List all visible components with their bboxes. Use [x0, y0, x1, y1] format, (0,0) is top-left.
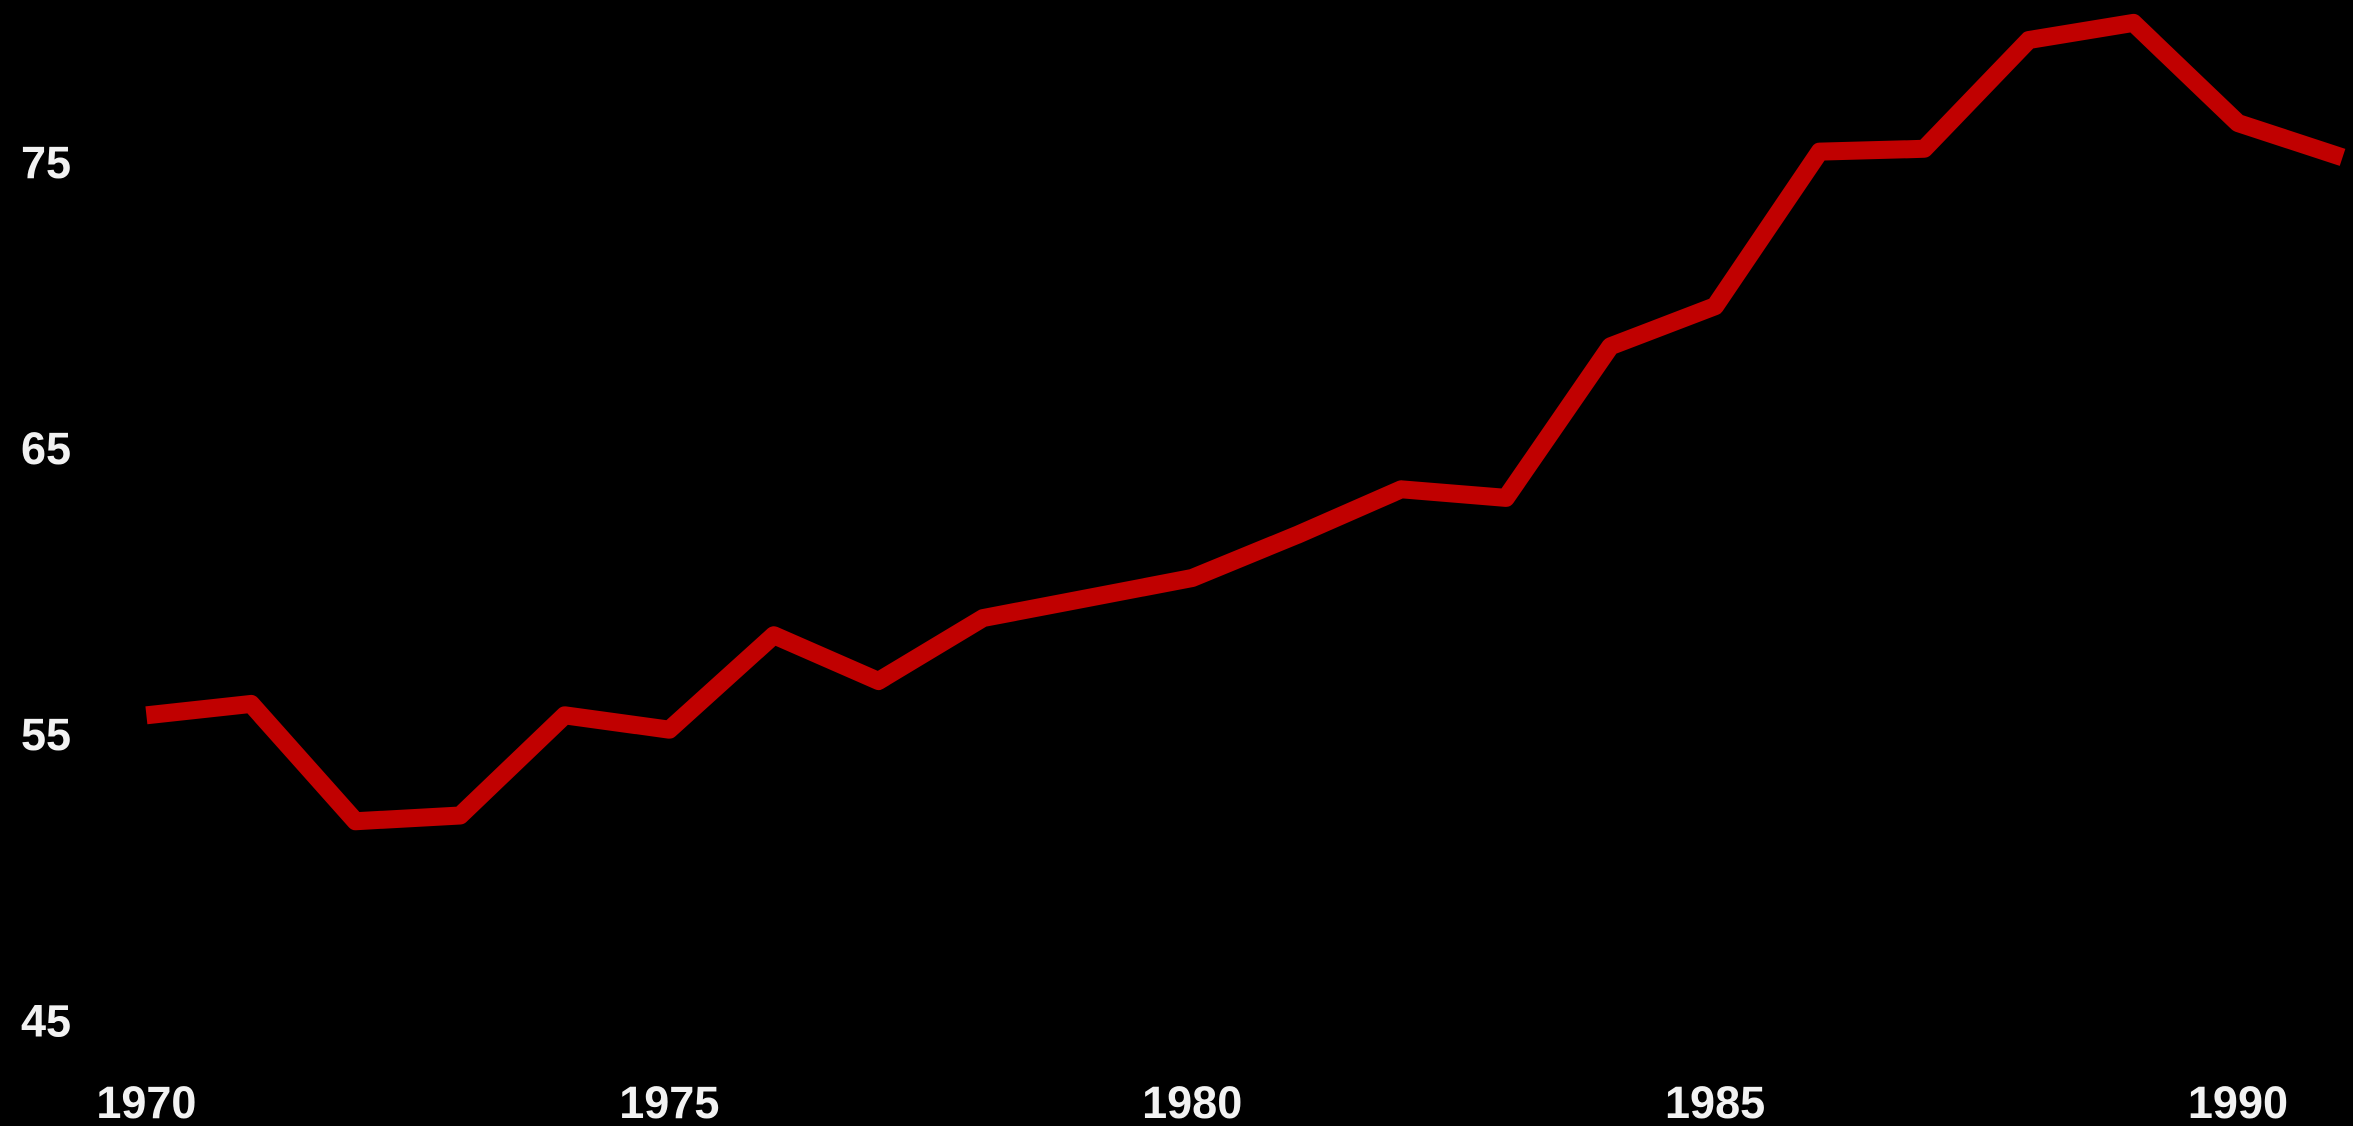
y-tick-label: 45: [21, 995, 71, 1046]
x-tick-label: 1985: [1665, 1077, 1765, 1126]
y-tick-label: 75: [21, 137, 71, 188]
line-series: [145, 13, 2346, 831]
x-tick-label: 1975: [619, 1077, 719, 1126]
x-tick-label: 1970: [96, 1077, 196, 1126]
x-tick-label: 1990: [2188, 1077, 2288, 1126]
y-tick-label: 55: [21, 709, 71, 760]
y-tick-label: 65: [21, 423, 71, 474]
x-tick-label: 1980: [1142, 1077, 1242, 1126]
